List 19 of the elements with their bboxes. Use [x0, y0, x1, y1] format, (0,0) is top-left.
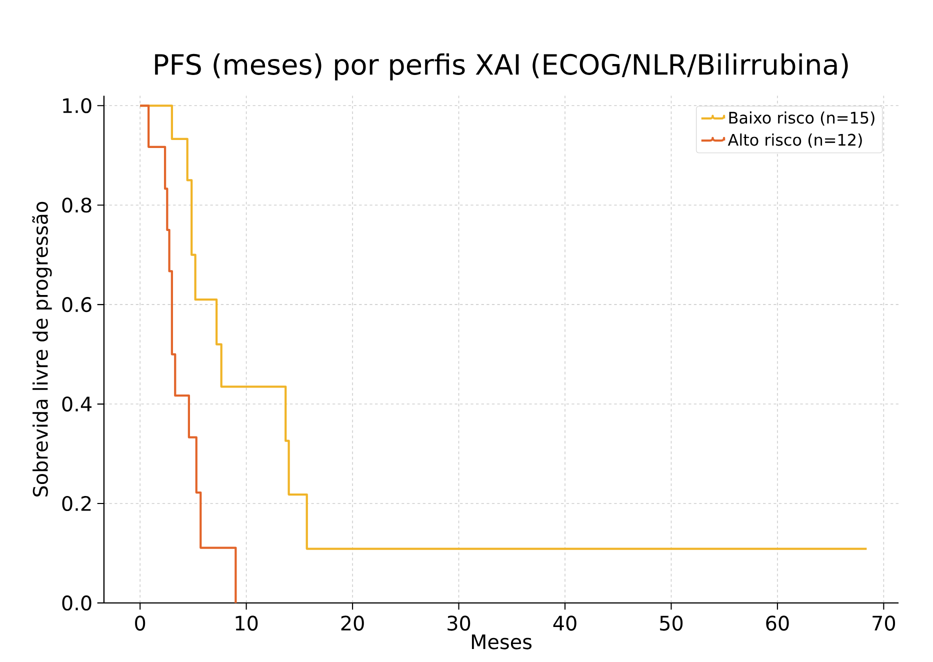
legend-label: Alto risco (n=12) — [728, 134, 862, 148]
legend-label: Baixo risco (n=15) — [729, 112, 874, 126]
x-tick-label: 40 — [553, 616, 576, 631]
x-tick-label: 20 — [341, 616, 364, 631]
y-tick-label: 0.0 — [62, 596, 92, 611]
y-tick-label: 0.2 — [62, 496, 91, 512]
x-axis-title: Meses — [472, 634, 532, 650]
x-tick-label: 10 — [236, 616, 258, 631]
y-tick-label: 1.0 — [63, 98, 92, 114]
x-tick-label: 70 — [872, 616, 896, 631]
x-tick-label: 0 — [135, 616, 146, 631]
y-tick-label: 0.6 — [62, 297, 92, 312]
y-tick-label: 0.4 — [62, 396, 92, 412]
x-tick-label: 30 — [448, 616, 470, 631]
y-tick-label: 0.8 — [62, 198, 92, 213]
x-tick-label: 50 — [660, 616, 683, 631]
chart-title: PFS (meses) por perfis XAI (ECOG/NLR/Bilirrubina) — [155, 54, 848, 81]
x-tick-label: 60 — [766, 616, 789, 631]
y-axis-title: Sobrevida livre de progressão — [32, 202, 52, 497]
